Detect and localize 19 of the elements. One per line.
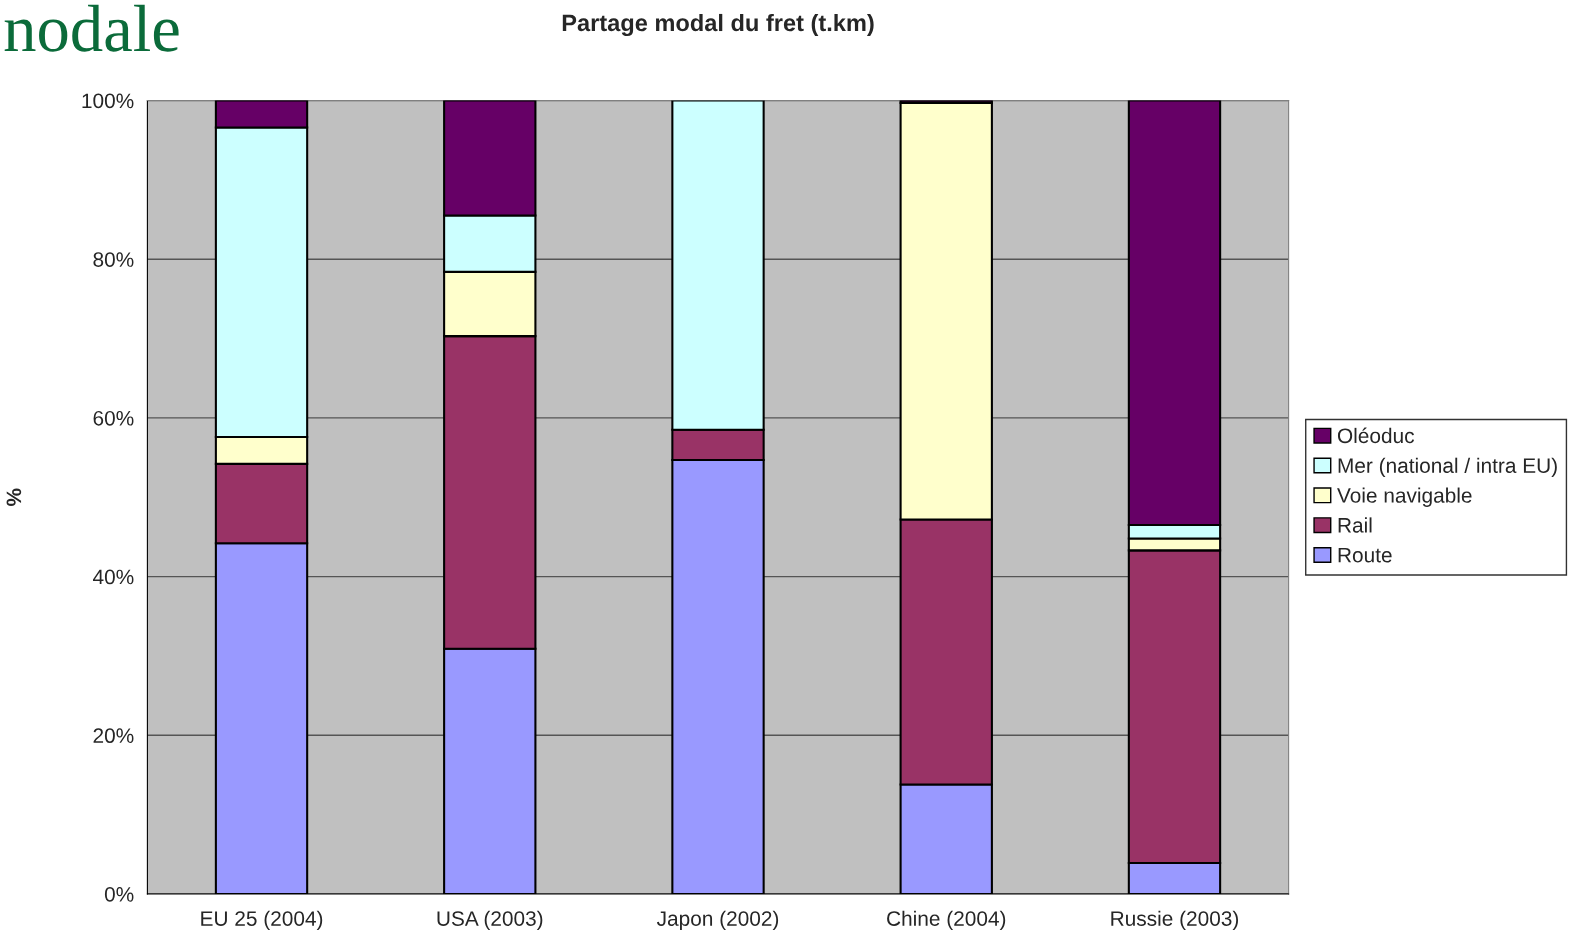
legend-label: Rail <box>1338 517 1372 533</box>
legend-label: Voie navigable <box>1337 487 1472 507</box>
y-tick-label: 20% <box>93 728 134 744</box>
y-tick-label: 0% <box>104 886 134 902</box>
x-tick-label: Russie (2003) <box>1111 910 1239 931</box>
y-tick-label: 80% <box>93 252 134 267</box>
legend-label: Oléoduc <box>1337 427 1415 444</box>
y-tick-label: 40% <box>92 569 134 585</box>
y-axis-title: % <box>6 488 22 506</box>
x-tick-label: EU 25 (2004) <box>201 910 323 931</box>
x-tick-label: Chine (2004) <box>887 910 1006 931</box>
chart-title: Partage modal du fret (t.km) <box>562 13 874 37</box>
x-tick-label: Japon (2002) <box>656 910 779 931</box>
text: nodale <box>4 4 179 52</box>
y-tick-label: 100% <box>82 93 134 109</box>
x-tick-label: USA (2003) <box>437 910 543 931</box>
legend-label: Route <box>1338 547 1392 563</box>
y-tick-label: 60% <box>93 410 134 426</box>
legend-label: Mer (national / intra EU) <box>1338 457 1557 478</box>
